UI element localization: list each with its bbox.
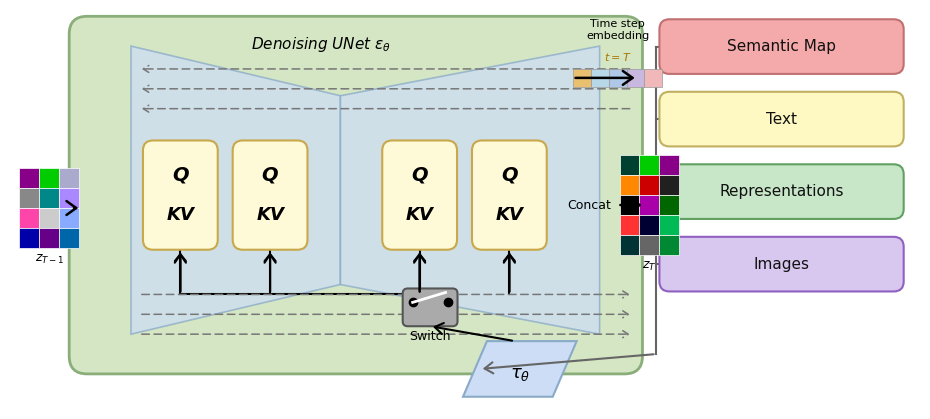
Bar [640, 195, 659, 215]
Bar [39, 188, 60, 208]
Bar [627, 69, 644, 87]
Bar [619, 175, 640, 195]
Bar [20, 188, 39, 208]
Text: Semantic Map: Semantic Map [727, 39, 836, 54]
Bar [659, 215, 679, 235]
FancyBboxPatch shape [472, 140, 547, 250]
Bar [60, 168, 79, 188]
Text: $\tau_\theta$: $\tau_\theta$ [510, 365, 530, 383]
Text: Q: Q [411, 166, 428, 185]
Text: KV: KV [166, 206, 194, 224]
Bar [573, 69, 591, 87]
Bar [608, 69, 627, 87]
FancyBboxPatch shape [659, 92, 904, 146]
Bar [60, 188, 79, 208]
Text: $t = T$: $t = T$ [604, 51, 631, 63]
Text: Q: Q [172, 166, 189, 185]
FancyBboxPatch shape [232, 140, 308, 250]
Bar [644, 69, 662, 87]
Bar [659, 195, 679, 215]
Text: KV: KV [256, 206, 284, 224]
FancyBboxPatch shape [659, 19, 904, 74]
Text: Representations: Representations [719, 184, 844, 199]
Bar [659, 155, 679, 175]
Bar [591, 69, 608, 87]
Text: Q: Q [261, 166, 278, 185]
Bar [619, 155, 640, 175]
Bar [640, 215, 659, 235]
Text: Concat: Concat [567, 199, 612, 212]
Text: KV: KV [496, 206, 524, 224]
Bar [659, 175, 679, 195]
Text: Switch: Switch [409, 330, 451, 343]
Bar [60, 228, 79, 248]
Bar [619, 235, 640, 255]
Polygon shape [131, 46, 340, 334]
Text: Images: Images [753, 256, 809, 272]
Bar [39, 168, 60, 188]
Bar [20, 168, 39, 188]
Bar [640, 155, 659, 175]
FancyBboxPatch shape [659, 237, 904, 292]
Bar [20, 228, 39, 248]
Text: $z_{T-1}$: $z_{T-1}$ [34, 253, 64, 266]
FancyBboxPatch shape [69, 16, 643, 374]
Bar [640, 235, 659, 255]
Text: $z_T$: $z_T$ [643, 260, 657, 273]
FancyBboxPatch shape [382, 140, 457, 250]
Bar [640, 175, 659, 195]
Bar [659, 235, 679, 255]
Bar [20, 208, 39, 228]
Text: Q: Q [501, 166, 518, 185]
FancyBboxPatch shape [143, 140, 218, 250]
Text: KV: KV [405, 206, 433, 224]
Text: Time step
embedding: Time step embedding [586, 19, 649, 41]
FancyBboxPatch shape [659, 164, 904, 219]
Bar [39, 208, 60, 228]
Polygon shape [463, 341, 577, 397]
Bar [60, 208, 79, 228]
FancyBboxPatch shape [403, 288, 458, 326]
Bar [39, 228, 60, 248]
Bar [619, 215, 640, 235]
Text: Denoising UNet $\varepsilon_\theta$: Denoising UNet $\varepsilon_\theta$ [251, 35, 392, 54]
Text: Text: Text [766, 111, 797, 127]
Bar [619, 195, 640, 215]
Polygon shape [340, 46, 600, 334]
